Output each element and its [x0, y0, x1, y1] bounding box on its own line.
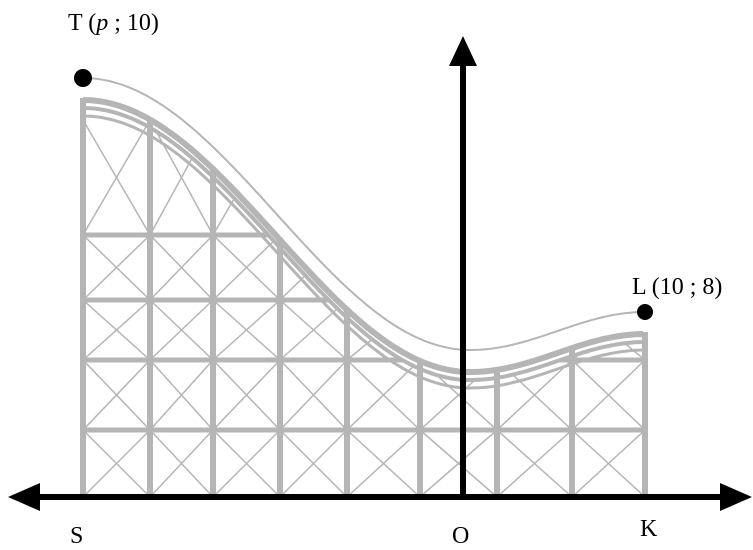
point-label: L (10 ; 8)	[632, 274, 722, 300]
brace	[279, 119, 348, 236]
brace	[212, 299, 281, 361]
brace	[149, 429, 214, 497]
brace	[419, 299, 498, 361]
point-label: T (p ; 10)	[68, 10, 159, 36]
arrow-right	[720, 483, 752, 511]
brace	[279, 119, 348, 236]
brace	[496, 234, 573, 301]
arrow-left	[8, 483, 40, 511]
track	[82, 106, 644, 382]
brace	[212, 234, 281, 301]
brace	[496, 119, 573, 236]
brace	[419, 429, 498, 497]
brace	[419, 119, 498, 236]
roller-coaster	[80, 77, 648, 497]
brace	[571, 359, 645, 431]
axis-label: K	[640, 516, 658, 542]
brace	[149, 299, 214, 361]
brace	[496, 119, 573, 236]
point-l	[637, 304, 653, 320]
brace	[83, 299, 151, 361]
label-part: p	[94, 10, 108, 36]
track	[82, 97, 644, 375]
track	[82, 114, 644, 390]
axes	[8, 36, 752, 511]
structure	[83, 119, 645, 497]
brace	[212, 429, 281, 497]
brace	[83, 119, 151, 236]
brace	[83, 429, 151, 497]
brace	[212, 359, 281, 431]
brace	[83, 359, 151, 431]
brace	[149, 234, 214, 301]
brace	[571, 119, 645, 236]
axis-label: S	[70, 523, 83, 549]
brace	[496, 429, 573, 497]
brace	[346, 429, 421, 497]
brace	[496, 359, 573, 431]
brace	[346, 234, 421, 301]
brace	[83, 234, 151, 301]
brace	[571, 429, 645, 497]
axis-label: O	[452, 523, 469, 549]
brace	[496, 234, 573, 301]
brace	[419, 234, 498, 301]
label-part: ; 10)	[108, 10, 159, 36]
brace	[279, 429, 348, 497]
brace	[419, 299, 498, 361]
brace	[346, 234, 421, 301]
brace	[279, 359, 348, 431]
track	[82, 77, 644, 351]
brace	[571, 119, 645, 236]
brace	[279, 299, 348, 361]
point-t	[74, 69, 92, 87]
brace	[419, 234, 498, 301]
arrow-up	[449, 36, 477, 66]
brace	[346, 119, 421, 236]
brace	[419, 119, 498, 236]
label-part: T (	[68, 10, 96, 36]
brace	[346, 119, 421, 236]
brace	[149, 359, 214, 431]
